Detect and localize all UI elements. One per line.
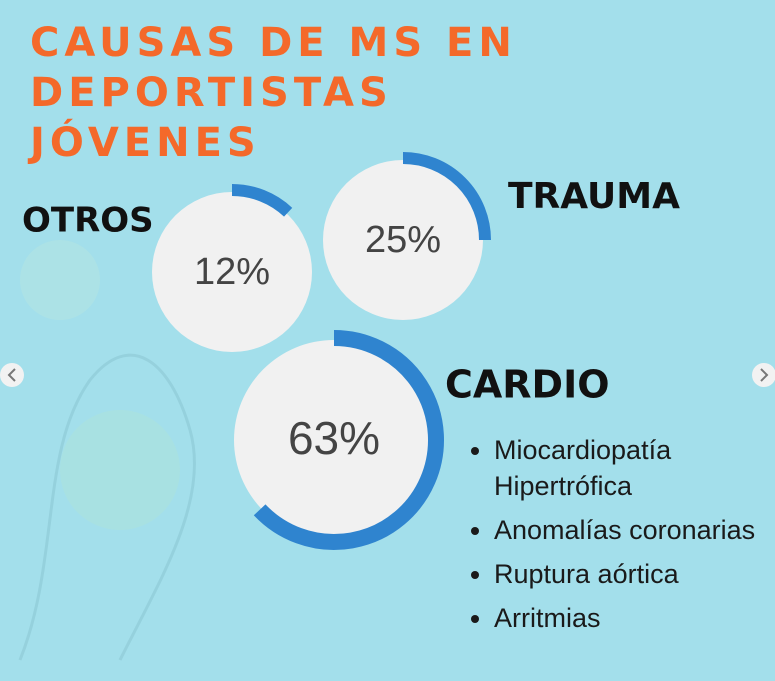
ring-arc [402, 152, 491, 241]
category-label: TRAUMA [508, 176, 680, 217]
title: CAUSAS DE MS EN DEPORTISTAS JÓVENES [30, 20, 517, 166]
prev-icon [7, 368, 16, 382]
category-label: OTROS [22, 201, 154, 241]
ring-disc [323, 160, 483, 320]
next-icon [760, 368, 769, 382]
ring-arc [253, 330, 444, 550]
carousel-next[interactable] [752, 363, 775, 387]
list-item: Ruptura aórtica [494, 556, 775, 592]
value-label: 25% [365, 219, 441, 261]
ring-arc [231, 184, 293, 217]
ring-disc [234, 340, 434, 540]
list-item: Miocardiopatía Hipertrófica [494, 432, 775, 504]
category-label: CARDIO [445, 363, 610, 407]
ring-disc [152, 192, 312, 352]
list-item: Arritmias [494, 600, 775, 636]
value-label: 63% [288, 412, 380, 464]
cause-list: Miocardiopatía Hipertrófica Anomalías cor… [466, 432, 775, 644]
list-item: Anomalías coronarias [494, 512, 775, 548]
carousel-prev[interactable] [0, 363, 24, 387]
value-label: 12% [194, 251, 270, 293]
background-decoration [18, 240, 196, 661]
